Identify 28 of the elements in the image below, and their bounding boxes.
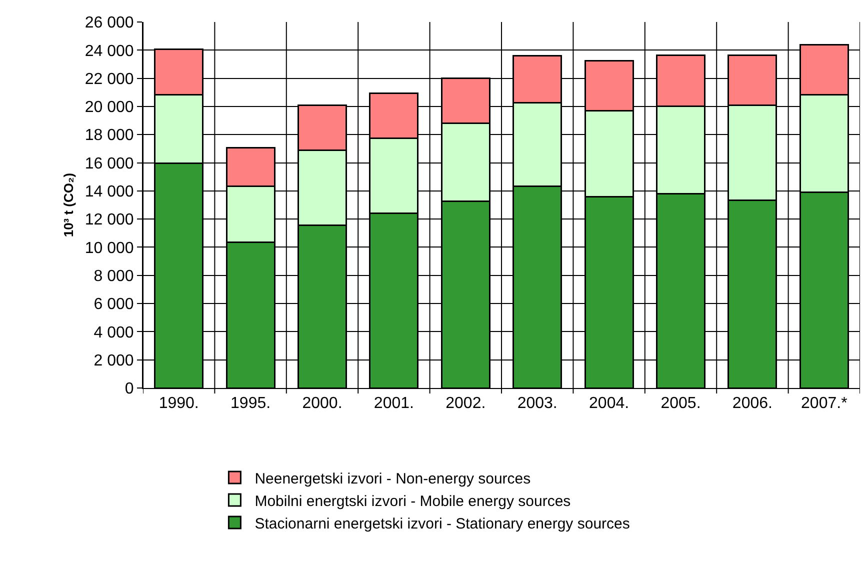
x-tick-label: 1990. [158, 395, 199, 412]
x-tick-label: 2004. [589, 395, 630, 412]
x-tick-label: 2005. [660, 395, 701, 412]
y-tick-label: 14 000 [84, 184, 134, 201]
y-tick-label: 12 000 [84, 212, 134, 229]
y-tick-label: 20 000 [84, 99, 134, 116]
y-tick-label: 22 000 [84, 70, 134, 88]
x-tick-label: 2001. [374, 395, 414, 412]
x-tick-label: 2000. [302, 395, 342, 412]
x-tick-label: 2003. [517, 395, 558, 412]
y-tick-label: 4 000 [94, 324, 134, 342]
x-tick-label: 1995. [230, 395, 271, 412]
x-tick-label: 2002. [446, 395, 486, 412]
x-tick-label: 2007.* [801, 395, 848, 412]
y-tick-label: 16 000 [84, 155, 134, 172]
y-tick-label: 24 000 [84, 42, 134, 60]
legend-label: Mobilni energtski izvori - Mobile energy sources [254, 492, 571, 510]
y-axis-title: 10³ t (CO₂) [60, 172, 76, 238]
y-tick-label: 0 [124, 380, 134, 398]
legend-label: Neenergetski izvori - Non-energy sources [254, 470, 531, 488]
y-tick-label: 6 000 [94, 296, 134, 314]
x-tick-label: 2006. [732, 395, 772, 412]
legend-label: Stacionarni energetski izvori - Stationary energy sources [254, 515, 630, 532]
y-tick-label: 10 000 [84, 240, 134, 257]
y-tick-label: 8 000 [94, 268, 134, 285]
y-tick-label: 26 000 [84, 14, 134, 32]
y-tick-label: 2 000 [94, 352, 134, 370]
y-tick-label: 18 000 [84, 127, 134, 144]
